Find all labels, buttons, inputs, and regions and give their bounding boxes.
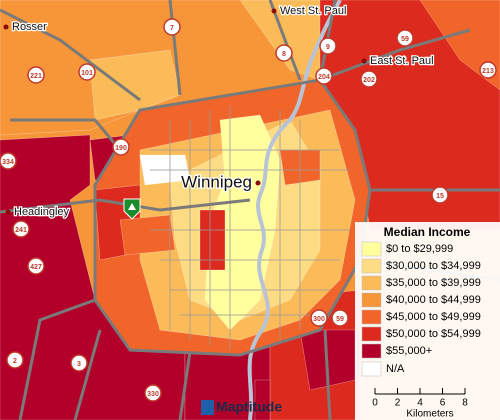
scale-tick-label: 0 [372, 398, 378, 409]
shield [275, 44, 293, 62]
legend-swatch [361, 241, 382, 257]
legend-swatch [361, 361, 382, 377]
shield-number: 334 [2, 159, 14, 166]
shield-number: 9 [326, 44, 330, 51]
legend-items: $0 to $29,999 $30,000 to $34,999 $35,000 t… [361, 241, 481, 377]
scale-tick-label: 4 [417, 398, 423, 409]
shield-number: 202 [363, 77, 375, 84]
shield [163, 18, 181, 36]
shield-number: 7 [170, 25, 174, 32]
shield [360, 70, 378, 88]
shield [78, 63, 96, 81]
legend: Median Income $0 to $29,999 $30,000 to $3… [355, 222, 500, 420]
logo-text: Maptitude [216, 399, 282, 415]
shield-number: 59 [401, 36, 409, 43]
income-region [254, 379, 271, 420]
legend-label: N/A [386, 363, 405, 375]
shield [479, 61, 497, 79]
scale-tick-label: 8 [462, 398, 468, 409]
shield [331, 309, 349, 327]
shield [27, 66, 45, 84]
legend-label: $45,000 to $49,999 [386, 311, 481, 323]
shield-number: 204 [318, 74, 330, 81]
shield-number: 330 [147, 391, 159, 398]
place-dot [3, 24, 9, 30]
legend-label: $35,000 to $39,999 [386, 277, 481, 289]
place-label: East St. Paul [370, 55, 434, 67]
shield [319, 37, 337, 55]
place-label: West St. Paul [280, 5, 346, 17]
legend-label: $40,000 to $44,999 [386, 294, 481, 306]
shield [315, 67, 333, 85]
shield [27, 257, 45, 275]
shield [6, 351, 24, 369]
minor-roads [150, 105, 350, 350]
legend-swatch [361, 275, 382, 291]
shield-number: 213 [482, 68, 494, 75]
shield-number: 3 [77, 361, 81, 368]
legend-label: $0 to $29,999 [386, 243, 453, 255]
shield-number: 15 [436, 193, 444, 200]
legend-swatch [361, 309, 382, 325]
place-dot [5, 209, 11, 215]
income-region [89, 49, 181, 121]
shield [431, 186, 449, 204]
legend-label: $55,000+ [386, 345, 432, 357]
shield [70, 354, 88, 372]
shield [396, 29, 414, 47]
shield [112, 138, 130, 156]
shield [12, 220, 30, 238]
place-dot [361, 58, 367, 64]
shield-number: 300 [313, 316, 325, 323]
legend-swatch [361, 258, 382, 274]
river [247, 0, 342, 420]
place-label: Winnipeg [181, 172, 252, 191]
shield-number: 427 [30, 264, 42, 271]
shield-number: 8 [282, 51, 286, 58]
legend-swatch [361, 343, 382, 359]
place-dot [271, 8, 277, 14]
shield-number: 241 [15, 227, 27, 234]
place-labels: Rosser West St. Paul East St. Paul Winnipeg… [3, 4, 435, 219]
income-region [119, 214, 176, 256]
shield [144, 384, 162, 402]
place-dot [255, 180, 261, 186]
income-region [199, 209, 226, 271]
shield-number: 221 [30, 73, 42, 80]
legend-swatch [361, 326, 382, 342]
legend-swatch [361, 292, 382, 308]
legend-title: Median Income [384, 225, 471, 239]
shield-number: 2 [13, 358, 17, 365]
scale-tick-label: 6 [440, 398, 446, 409]
shield [0, 152, 17, 170]
shield-number: 101 [81, 70, 93, 77]
shield-number: 59 [336, 316, 344, 323]
logo-icon [201, 400, 214, 415]
route-shields: 7 8 9 59 204 202 213 221 101 190 334 15 241 427 300 59 2… [0, 18, 497, 402]
logo: Maptitude [201, 399, 282, 415]
shield-number: 190 [115, 145, 127, 152]
place-label: Headingley [14, 206, 70, 218]
scale-unit: Kilometers [406, 409, 453, 420]
legend-label: $30,000 to $34,999 [386, 260, 481, 272]
trans-canada-shield [123, 198, 141, 220]
scale-bar: 0 2 4 6 8 [372, 388, 468, 409]
place-label: Rosser [12, 21, 47, 33]
shield [310, 309, 328, 327]
scale-tick-label: 2 [395, 398, 401, 409]
legend-label: $50,000 to $54,999 [386, 328, 481, 340]
